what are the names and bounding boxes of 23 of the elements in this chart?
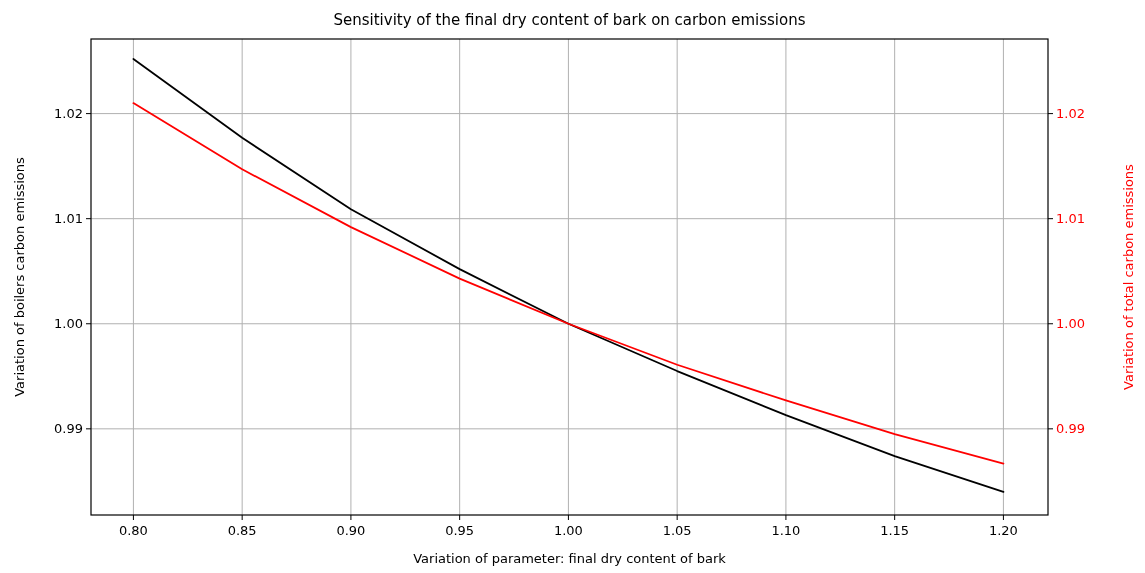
x-tick-label: 1.20 [988,523,1018,538]
y-tick-label: 1.02 [54,106,83,122]
y2-tick-label: 1.02 [1056,106,1085,122]
y-tick-label: 1.01 [54,211,83,227]
x-tick-label: 1.00 [553,523,583,538]
y-tick-label: 0.99 [54,421,83,437]
y2-tick-label: 1.01 [1056,211,1085,227]
x-tick-label: 1.10 [771,523,801,538]
y-axis-title: Variation of boilers carbon emissions [12,156,27,397]
x-tick-label: 0.80 [118,523,148,538]
x-tick-label: 0.95 [445,523,475,538]
line-series [132,58,1005,493]
y2-tick-label: 0.99 [1056,421,1085,437]
x-tick-label: 0.85 [227,523,257,538]
x-axis-title: Variation of parameter: final dry content of bark [413,551,727,566]
y2-axis-title: Variation of total carbon emissions [1121,163,1136,390]
y2-tick-label: 1.00 [1056,316,1085,332]
x-tick-label: 0.90 [336,523,366,538]
line-series [132,102,1005,465]
y-tick-label: 1.00 [54,316,83,332]
chart-title: Sensitivity of the final dry content of bark on carbon emissions [333,11,806,29]
x-tick-label: 1.05 [662,523,692,538]
x-tick-label: 1.15 [880,523,910,538]
